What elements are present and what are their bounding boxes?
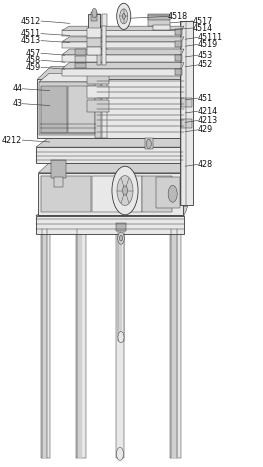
- Text: 4513: 4513: [21, 36, 41, 45]
- Circle shape: [118, 332, 124, 343]
- Polygon shape: [62, 63, 184, 69]
- Bar: [148, 15, 170, 20]
- Polygon shape: [39, 73, 99, 82]
- Text: 4519: 4519: [198, 40, 218, 49]
- Bar: [68, 86, 95, 133]
- Circle shape: [120, 9, 128, 24]
- Bar: [75, 49, 86, 55]
- Bar: [181, 98, 192, 107]
- Bar: [119, 229, 122, 341]
- Polygon shape: [62, 37, 184, 42]
- Text: 452: 452: [198, 60, 213, 70]
- Bar: [116, 229, 124, 458]
- Bar: [142, 176, 172, 212]
- Circle shape: [118, 232, 124, 244]
- Bar: [175, 55, 182, 61]
- Bar: [181, 119, 192, 128]
- Text: 43: 43: [12, 99, 22, 108]
- Circle shape: [112, 166, 138, 215]
- Bar: [77, 229, 82, 458]
- Text: 453: 453: [198, 50, 213, 60]
- Text: 4518: 4518: [168, 12, 188, 21]
- Circle shape: [117, 176, 133, 205]
- Bar: [87, 51, 93, 61]
- Bar: [92, 176, 142, 212]
- Bar: [156, 177, 180, 208]
- Bar: [102, 14, 108, 138]
- Bar: [87, 47, 101, 55]
- Circle shape: [168, 185, 177, 202]
- Text: 428: 428: [198, 160, 213, 169]
- Bar: [145, 138, 153, 149]
- Text: 4212: 4212: [2, 135, 22, 145]
- Bar: [88, 14, 100, 28]
- Bar: [175, 69, 182, 75]
- Polygon shape: [37, 66, 188, 79]
- Bar: [62, 55, 181, 62]
- Circle shape: [92, 8, 97, 18]
- Bar: [87, 86, 109, 98]
- Circle shape: [146, 139, 151, 149]
- Circle shape: [117, 3, 131, 29]
- Bar: [41, 229, 50, 458]
- Circle shape: [119, 235, 123, 241]
- Polygon shape: [62, 49, 184, 55]
- Bar: [62, 30, 181, 36]
- Circle shape: [122, 14, 125, 19]
- Bar: [62, 69, 181, 76]
- Text: 458: 458: [26, 56, 41, 65]
- Text: 45111: 45111: [198, 33, 223, 42]
- Bar: [76, 229, 86, 458]
- Text: 4213: 4213: [198, 116, 218, 125]
- Text: 429: 429: [198, 125, 213, 134]
- Bar: [39, 82, 97, 135]
- Bar: [62, 42, 181, 48]
- Bar: [148, 14, 170, 26]
- Text: 4514: 4514: [193, 23, 213, 33]
- Polygon shape: [36, 206, 188, 216]
- Text: 44: 44: [12, 84, 22, 93]
- Bar: [95, 14, 101, 138]
- Bar: [36, 216, 184, 234]
- Bar: [91, 12, 97, 21]
- Bar: [153, 25, 170, 30]
- Bar: [42, 229, 47, 458]
- Bar: [171, 229, 178, 458]
- Bar: [87, 38, 101, 47]
- Bar: [116, 223, 126, 231]
- Bar: [37, 79, 185, 138]
- Bar: [36, 147, 184, 163]
- Bar: [175, 41, 182, 47]
- Bar: [97, 26, 102, 65]
- Bar: [51, 160, 66, 178]
- Bar: [175, 29, 182, 35]
- Circle shape: [117, 447, 124, 460]
- Bar: [170, 229, 181, 458]
- Bar: [87, 72, 109, 84]
- Text: 4517: 4517: [193, 16, 213, 26]
- Bar: [102, 26, 106, 65]
- Bar: [38, 173, 183, 215]
- Polygon shape: [62, 26, 184, 30]
- Bar: [180, 21, 193, 205]
- Text: 451: 451: [198, 93, 213, 103]
- Text: 4214: 4214: [198, 106, 218, 116]
- Text: 4512: 4512: [21, 16, 41, 26]
- Bar: [75, 63, 86, 68]
- Bar: [87, 100, 109, 112]
- Text: 457: 457: [26, 49, 41, 58]
- Bar: [87, 54, 93, 72]
- Bar: [118, 229, 124, 341]
- Text: 459: 459: [26, 63, 41, 72]
- Bar: [87, 28, 101, 38]
- Polygon shape: [36, 138, 188, 147]
- Bar: [41, 176, 91, 212]
- Text: 4511: 4511: [21, 29, 41, 38]
- Polygon shape: [38, 161, 188, 173]
- Bar: [41, 86, 67, 133]
- Bar: [54, 177, 63, 187]
- Bar: [75, 56, 86, 62]
- Circle shape: [123, 186, 128, 195]
